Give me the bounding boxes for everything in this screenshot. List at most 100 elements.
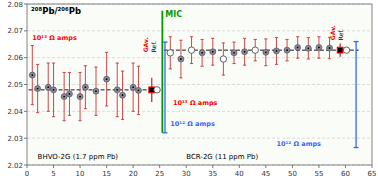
error-bar-cap xyxy=(285,39,288,40)
error-bar-cap xyxy=(94,115,97,116)
error-bar-cap xyxy=(169,68,172,69)
marker-dot xyxy=(116,89,118,91)
error-bar-line xyxy=(85,66,86,109)
error-bar-cap xyxy=(63,72,66,73)
error-bar-cap xyxy=(31,104,34,105)
range-bar-cap xyxy=(163,132,168,133)
y-tick xyxy=(24,84,27,85)
filled-marker xyxy=(104,76,110,82)
filled-marker xyxy=(29,72,35,78)
x-tick-label: 5 xyxy=(51,170,55,178)
marker-dot xyxy=(276,50,278,52)
error-bar-line xyxy=(96,67,97,115)
error-bar-cap xyxy=(201,66,204,67)
error-bar-line xyxy=(37,64,38,112)
error-bar-cap xyxy=(94,67,97,68)
error-bar-cap xyxy=(296,36,299,37)
error-bar-cap xyxy=(190,63,193,64)
error-bar-cap xyxy=(116,63,119,64)
marker-dot xyxy=(212,51,214,53)
y-tick xyxy=(24,30,27,31)
error-bar-cap xyxy=(264,38,267,39)
marker-dot xyxy=(122,94,124,96)
x-tick-label: 30 xyxy=(182,170,191,178)
filled-marker xyxy=(82,84,88,90)
filled-marker xyxy=(231,50,237,56)
grid-line xyxy=(27,57,372,58)
chart: 2.022.032.042.052.062.072.08051015202530… xyxy=(0,0,378,179)
filled-marker xyxy=(305,45,311,51)
y-tick-label: 2.08 xyxy=(7,1,23,9)
x-tick-label: 60 xyxy=(341,170,350,178)
marker-dot xyxy=(307,47,309,49)
error-bar-cap xyxy=(232,42,235,43)
error-bar-cap xyxy=(201,39,204,40)
filled-marker xyxy=(66,91,72,97)
error-bar-cap xyxy=(243,38,246,39)
error-bar-cap xyxy=(296,58,299,59)
error-bar-cap xyxy=(84,65,87,66)
y-tick xyxy=(24,4,27,5)
error-bar-cap xyxy=(317,58,320,59)
error-bar-line xyxy=(287,39,288,60)
marker-dot xyxy=(69,93,71,95)
error-bar-line xyxy=(106,52,107,106)
filled-marker xyxy=(120,92,126,98)
error-bar-cap xyxy=(105,52,108,53)
marker-dot xyxy=(31,74,33,76)
x-tick xyxy=(80,165,81,168)
mic-label: MIC xyxy=(165,10,182,19)
error-bar-line xyxy=(234,42,235,63)
grid-line xyxy=(27,84,372,85)
error-bar-line xyxy=(265,39,266,66)
vertical-annotation: Ref. xyxy=(337,29,344,40)
error-bar-cap xyxy=(307,37,310,38)
filled-marker xyxy=(284,47,290,53)
vertical-annotation: GAv. xyxy=(329,25,336,40)
y-tick-label: 2.07 xyxy=(7,27,23,35)
marker-dot xyxy=(244,51,246,53)
error-bar-line xyxy=(180,40,181,78)
marker-dot xyxy=(106,78,108,80)
x-tick-label: 55 xyxy=(314,170,323,178)
error-bar-cap xyxy=(31,45,34,46)
x-tick xyxy=(318,165,319,168)
error-bar-cap xyxy=(63,120,66,121)
error-bar-cap xyxy=(132,111,135,112)
y-tick-label: 2.05 xyxy=(7,81,23,89)
error-bar-cap xyxy=(317,36,320,37)
error-bar-cap xyxy=(222,42,225,43)
filled-marker xyxy=(35,86,41,92)
range-bar-line xyxy=(355,42,356,148)
error-bar-cap xyxy=(190,36,193,37)
error-bar-cap xyxy=(285,60,288,61)
range-bar-cap xyxy=(354,147,359,148)
open-marker xyxy=(220,56,226,62)
error-bar-cap xyxy=(254,60,257,61)
error-bar-cap xyxy=(47,63,50,64)
error-bar-cap xyxy=(275,37,278,38)
error-bar-cap xyxy=(121,71,124,72)
plot-marks xyxy=(29,11,359,148)
plot-frame xyxy=(27,4,372,165)
error-bar-line xyxy=(53,63,54,117)
error-bar-cap xyxy=(68,115,71,116)
x-tick xyxy=(186,165,187,168)
filled-marker xyxy=(327,45,333,51)
error-bar-cap xyxy=(275,64,278,65)
x-tick-label: 0 xyxy=(25,170,29,178)
marker-dot xyxy=(84,86,86,88)
marker-dot xyxy=(286,49,288,51)
marker-dot xyxy=(95,90,97,92)
error-bar-line xyxy=(318,37,319,58)
range-bar-line xyxy=(164,42,165,133)
error-bar-line xyxy=(202,39,203,66)
error-bar-cap xyxy=(47,111,50,112)
y-tick-label: 2.06 xyxy=(7,54,23,62)
x-tick xyxy=(265,165,266,168)
filled-marker xyxy=(93,88,99,94)
marker-dot xyxy=(180,58,182,60)
filled-marker xyxy=(114,87,120,93)
filled-marker xyxy=(273,48,279,54)
filled-marker xyxy=(295,44,301,50)
